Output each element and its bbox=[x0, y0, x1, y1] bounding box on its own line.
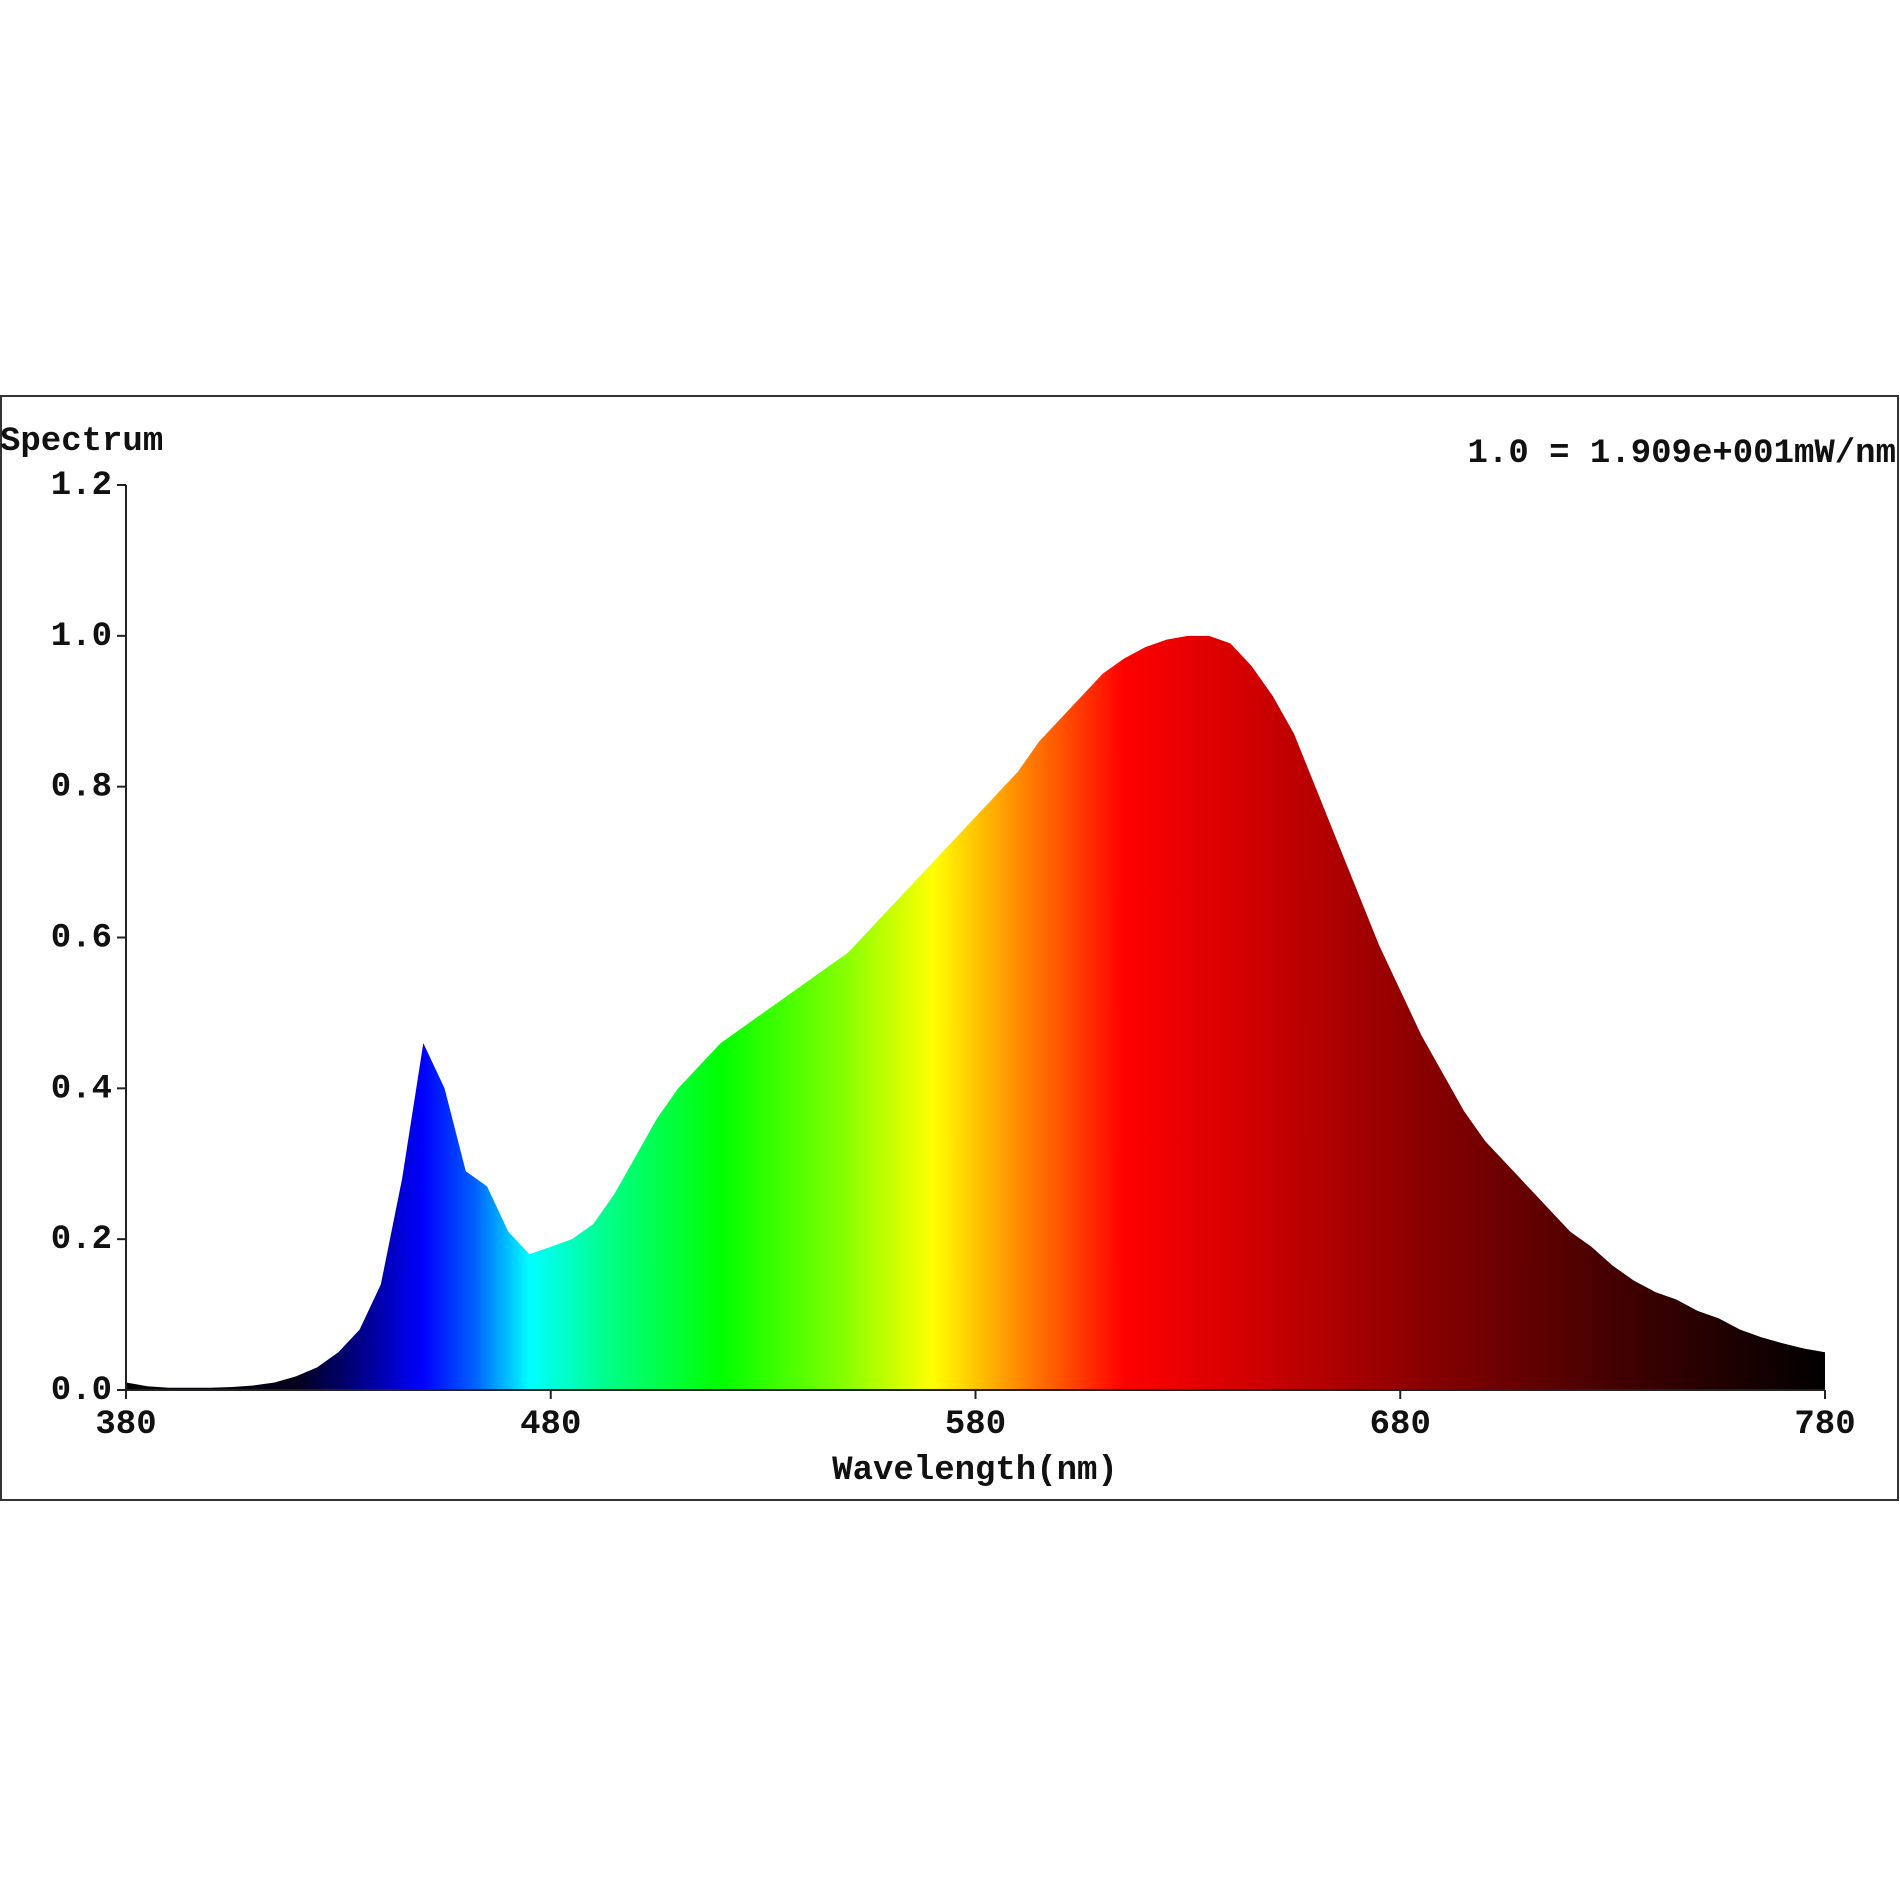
y-tick-label: 0.8 bbox=[51, 769, 112, 807]
spectrum-area bbox=[126, 635, 1825, 1390]
annotation: 1.0 = 1.909e+001mW/nm bbox=[1468, 435, 1896, 473]
chart-title: Spectrum bbox=[0, 423, 163, 461]
x-tick-label: 780 bbox=[1794, 1406, 1855, 1444]
y-tick-label: 0.0 bbox=[51, 1372, 112, 1410]
x-tick-label: 380 bbox=[95, 1406, 156, 1444]
x-tick-label: 480 bbox=[520, 1406, 581, 1444]
y-tick-label: 1.2 bbox=[51, 467, 112, 505]
frame bbox=[0, 395, 1899, 1501]
y-tick-label: 0.2 bbox=[51, 1221, 112, 1259]
y-tick-label: 0.4 bbox=[51, 1070, 112, 1108]
x-axis-label: Wavelength(nm) bbox=[832, 1452, 1118, 1490]
x-tick-label: 580 bbox=[945, 1406, 1006, 1444]
x-tick-label: 680 bbox=[1370, 1406, 1431, 1444]
y-tick-label: 0.6 bbox=[51, 919, 112, 957]
y-tick-label: 1.0 bbox=[51, 618, 112, 656]
